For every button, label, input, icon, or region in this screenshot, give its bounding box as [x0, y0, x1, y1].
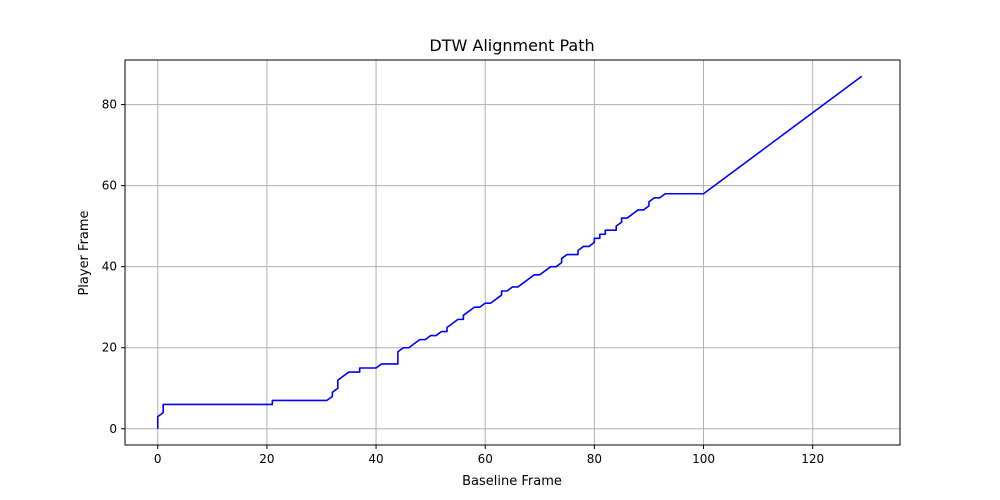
y-axis-ticks: 0 20 40 60 80 [102, 98, 125, 436]
x-tick-label: 0 [154, 452, 162, 466]
series-layer [156, 75, 863, 429]
y-axis-label: Player Frame [77, 210, 92, 295]
x-tick-label: 20 [259, 452, 274, 466]
y-tick-label: 40 [102, 260, 117, 274]
y-tick-label: 0 [109, 422, 117, 436]
plot-frame [124, 59, 901, 446]
x-axis-ticks: 0 20 40 60 80 100 120 [154, 445, 824, 466]
x-axis-label: Baseline Frame [462, 474, 562, 489]
grid-lines [125, 60, 900, 445]
y-tick-label: 20 [102, 341, 117, 355]
x-tick-label: 60 [478, 452, 493, 466]
y-tick-label: 60 [102, 179, 117, 193]
x-tick-label: 80 [587, 452, 602, 466]
chart-title: DTW Alignment Path [429, 36, 594, 55]
x-tick-label: 100 [692, 452, 715, 466]
x-tick-label: 120 [801, 452, 824, 466]
y-tick-label: 80 [102, 98, 117, 112]
alignment-path-line [156, 75, 863, 429]
x-tick-label: 40 [368, 452, 383, 466]
